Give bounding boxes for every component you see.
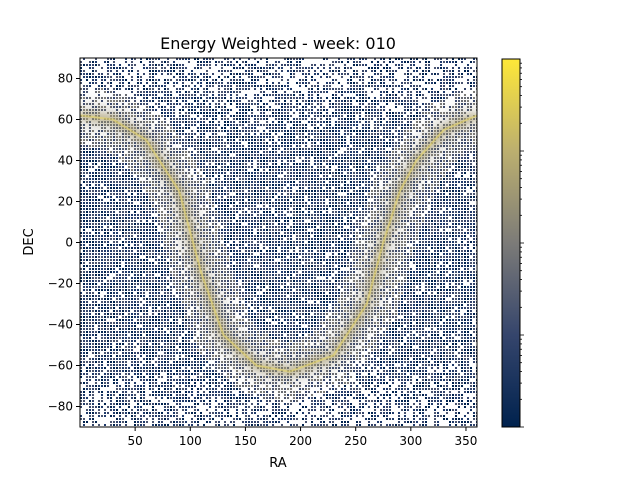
y-axis: −80 −60 −40 −20 0 20 40 60 80 bbox=[48, 72, 80, 414]
x-tick-label: 200 bbox=[289, 434, 312, 448]
y-tick-label: −40 bbox=[48, 318, 73, 332]
x-axis: 50 100 150 200 250 300 350 bbox=[127, 427, 477, 448]
chart-title: Energy Weighted - week: 010 bbox=[160, 34, 396, 53]
y-tick-label: 40 bbox=[58, 154, 73, 168]
colorbar bbox=[501, 58, 524, 428]
colorbar-gradient bbox=[501, 58, 521, 428]
y-tick-label: 0 bbox=[65, 236, 73, 250]
x-tick-label: 300 bbox=[399, 434, 422, 448]
y-tick-label: −80 bbox=[48, 400, 73, 414]
x-tick-label: 100 bbox=[179, 434, 202, 448]
heatmap-cells bbox=[80, 58, 477, 426]
colorbar-ticks bbox=[520, 62, 524, 428]
y-tick-label: −60 bbox=[48, 359, 73, 373]
y-tick-label: 80 bbox=[58, 72, 73, 86]
x-tick-label: 250 bbox=[344, 434, 367, 448]
heatmap-cells bbox=[80, 58, 477, 426]
ridge-core bbox=[80, 114, 477, 373]
y-tick-label: 20 bbox=[58, 195, 73, 209]
heatmap-area bbox=[80, 58, 477, 427]
x-tick-label: 150 bbox=[234, 434, 257, 448]
y-axis-label: DEC bbox=[22, 228, 37, 255]
y-tick-label: −20 bbox=[48, 277, 73, 291]
x-tick-label: 350 bbox=[455, 434, 478, 448]
y-tick-label: 60 bbox=[58, 113, 73, 127]
galactic-plane-ridge bbox=[80, 104, 477, 384]
heatmap-cells bbox=[80, 58, 477, 426]
x-tick-label: 50 bbox=[127, 434, 142, 448]
x-axis-label: RA bbox=[269, 456, 287, 471]
